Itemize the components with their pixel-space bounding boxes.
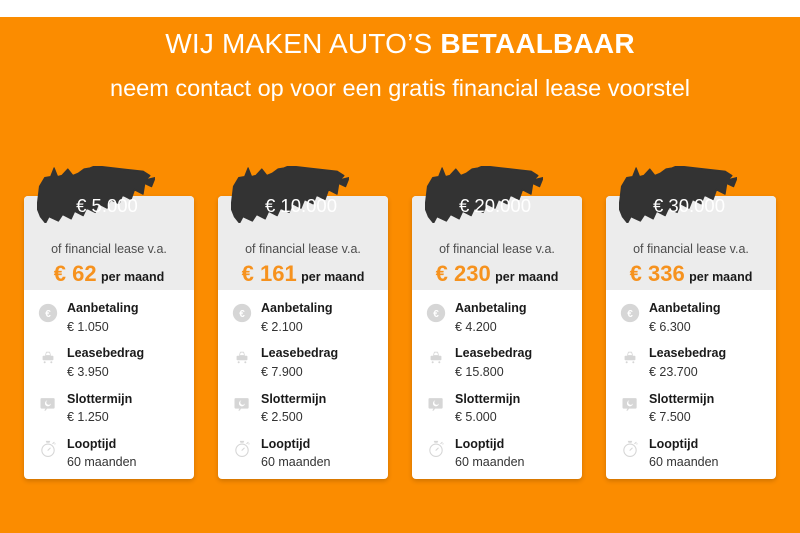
svg-text:€: € <box>45 309 51 320</box>
svg-text:€: € <box>433 309 439 320</box>
svg-text:€: € <box>627 309 633 320</box>
svg-text:€: € <box>239 309 245 320</box>
